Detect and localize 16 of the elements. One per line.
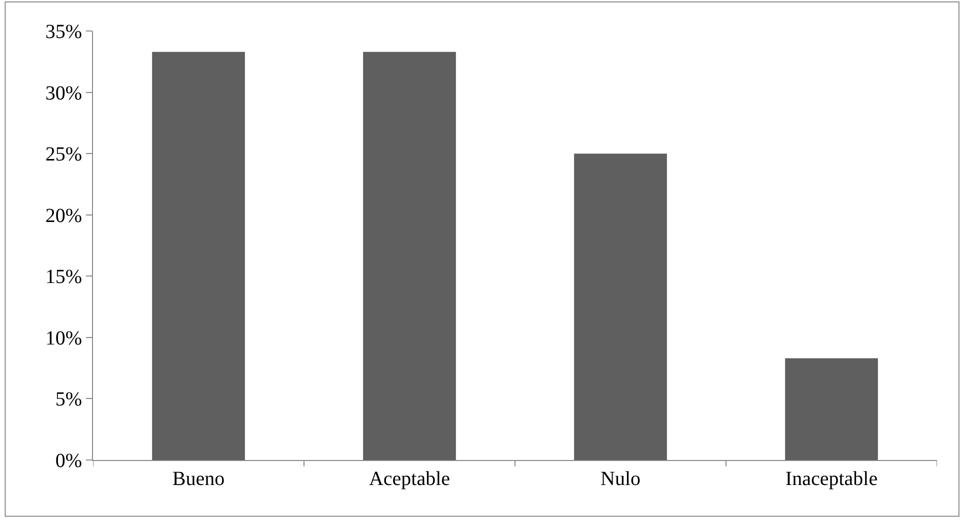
- bar: [785, 358, 878, 460]
- y-tick-label: 15%: [45, 266, 82, 288]
- bar: [363, 52, 456, 460]
- y-tick-label: 20%: [45, 204, 82, 227]
- bar: [574, 154, 667, 460]
- bar: [152, 52, 245, 460]
- y-tick-label: 0%: [55, 450, 82, 472]
- x-tick-label: Inaceptable: [785, 468, 878, 490]
- x-tick-label: Bueno: [172, 468, 225, 490]
- y-tick-label: 10%: [45, 327, 82, 350]
- y-tick-label: 5%: [55, 388, 82, 411]
- y-tick-label: 30%: [45, 82, 82, 104]
- y-tick-label: 25%: [45, 144, 82, 166]
- x-tick-label: Nulo: [600, 468, 640, 490]
- y-tick-label: 35%: [45, 21, 82, 43]
- x-tick-label: Aceptable: [368, 468, 450, 490]
